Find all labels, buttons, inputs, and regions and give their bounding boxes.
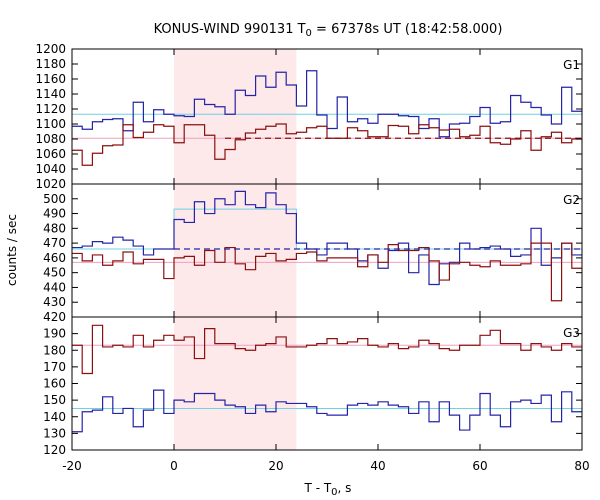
y-tick-label: 150 <box>43 393 66 407</box>
y-tick-label: 190 <box>43 327 66 341</box>
title-main: KONUS-WIND 990131 T <box>154 22 306 37</box>
panel-label: G1 <box>563 58 580 72</box>
y-tick-label: 1120 <box>35 102 66 116</box>
series-red-g2 <box>72 242 582 302</box>
y-tick-label: 130 <box>43 426 66 440</box>
title-rest: = 67378s UT (18:42:58.000) <box>312 22 502 37</box>
y-tick-label: 490 <box>43 207 66 221</box>
panel-g3: 120 130 140 150 160 170 180 190 G3 <box>43 316 583 457</box>
y-tick-label: 460 <box>43 251 66 265</box>
y-tick-label: 1020 <box>35 177 66 191</box>
x-tick-label: 40 <box>370 459 385 473</box>
y-tick-label: 1160 <box>35 72 66 86</box>
y-tick-label: 1200 <box>35 42 66 56</box>
y-tick-label: 1040 <box>35 162 66 176</box>
y-tick-label: 430 <box>43 295 66 309</box>
y-tick-label: 1100 <box>35 117 66 131</box>
panel-frame <box>71 316 583 451</box>
x-axis-label: T - T0, s <box>304 481 352 498</box>
y-tick-label: 500 <box>43 192 66 206</box>
x-tick-label: 60 <box>472 459 487 473</box>
y-tick-label: 170 <box>43 360 66 374</box>
x-tick-label: 80 <box>574 459 589 473</box>
series-blue-g3 <box>72 389 582 433</box>
x-axis-label-main: T - T <box>304 481 332 495</box>
panel-plot-area <box>72 190 582 302</box>
y-tick-label: 440 <box>43 280 66 294</box>
panel-plot-area <box>72 324 582 433</box>
y-axis-label: counts / sec <box>5 214 19 286</box>
y-tick-label: 160 <box>43 377 66 391</box>
series-red-g1 <box>72 123 582 166</box>
y-tick-label: 120 <box>43 443 66 457</box>
panels: 1020104010601080110011201140116011801200… <box>35 42 583 457</box>
y-tick-label: 420 <box>43 310 66 324</box>
panel-label: G2 <box>563 193 580 207</box>
y-tick-label: 180 <box>43 343 66 357</box>
panel-plot-area <box>72 70 582 166</box>
x-tick-label: -20 <box>62 459 82 473</box>
y-tick-label: 1060 <box>35 147 66 161</box>
y-tick-label: 140 <box>43 410 66 424</box>
panel-g1: 1020104010601080110011201140116011801200… <box>35 42 583 191</box>
chart-title: KONUS-WIND 990131 T0 = 67378s UT (18:42:… <box>154 22 503 39</box>
y-tick-label: 1080 <box>35 132 66 146</box>
y-tick-label: 1180 <box>35 57 66 71</box>
y-tick-label: 470 <box>43 236 66 250</box>
x-axis-label-subscript: 0 <box>331 487 337 498</box>
x-tick-label: 0 <box>170 459 178 473</box>
y-tick-label: 1140 <box>35 87 66 101</box>
y-tick-label: 450 <box>43 266 66 280</box>
x-axis: -20 0 20 40 60 80 <box>62 459 589 473</box>
series-blue-g2 <box>72 190 582 286</box>
series-red-g3 <box>72 324 582 375</box>
y-tick-label: 480 <box>43 221 66 235</box>
series-blue-g1 <box>72 70 582 138</box>
x-tick-label: 20 <box>268 459 283 473</box>
x-axis-label-rest: , s <box>338 481 352 495</box>
svg-text:KONUS-WIND 990131 T0 = 67378s: KONUS-WIND 990131 T0 = 67378s UT (18:42:… <box>154 22 503 39</box>
title-subscript: 0 <box>306 28 312 39</box>
panel-label: G3 <box>563 326 580 340</box>
